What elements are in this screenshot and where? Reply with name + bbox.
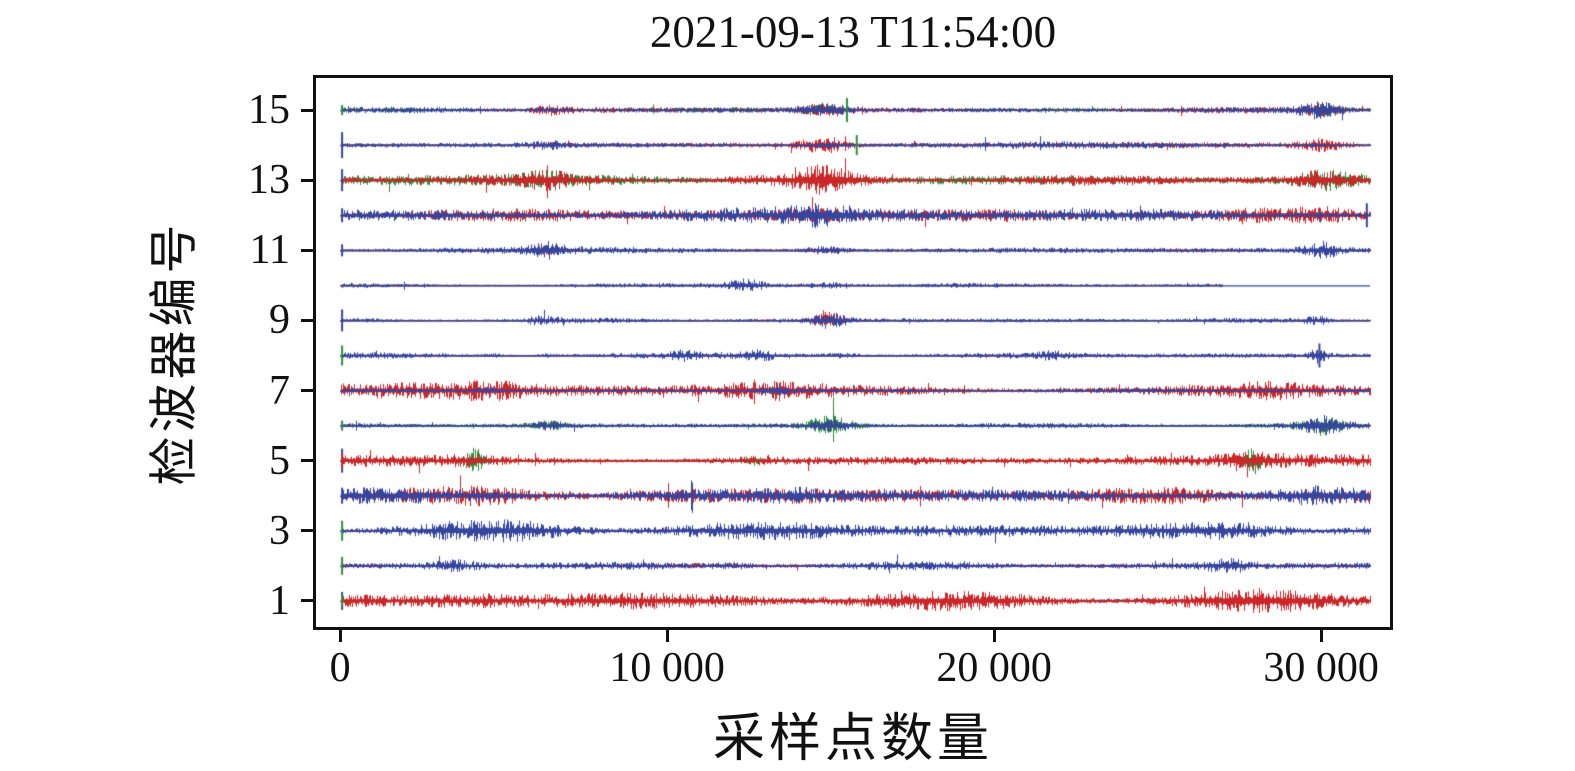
x-axis-label: 采样点数量 [712,711,993,768]
y-tick-label: 5 [269,437,290,484]
y-tick-label: 7 [269,367,290,414]
x-tick-mark [338,630,342,642]
x-tick-mark [992,630,996,642]
y-tick-mark [301,389,313,393]
x-tick-label: 10 000 [609,645,725,691]
x-tick-label: 0 [329,645,351,691]
y-axis-label: 检波器编号 [146,220,202,486]
y-tick-mark [301,108,313,112]
y-tick-label: 1 [269,577,290,624]
y-tick-label: 15 [248,87,290,134]
y-tick-label: 13 [248,157,290,204]
y-tick-label: 3 [269,507,290,554]
y-tick-mark [301,248,313,252]
y-tick-label: 9 [269,297,290,344]
waveform-canvas [313,75,1393,630]
x-tick-label: 20 000 [936,645,1052,691]
chart-title: 2021-09-13 T11:54:00 [649,7,1057,57]
y-tick-mark [301,178,313,182]
y-tick-mark [301,318,313,322]
x-tick-label: 30 000 [1263,645,1379,691]
x-tick-mark [1319,630,1323,642]
y-tick-mark [301,459,313,463]
y-tick-label: 11 [249,227,290,274]
y-tick-mark [301,529,313,533]
y-tick-mark [301,599,313,603]
x-tick-mark [665,630,669,642]
